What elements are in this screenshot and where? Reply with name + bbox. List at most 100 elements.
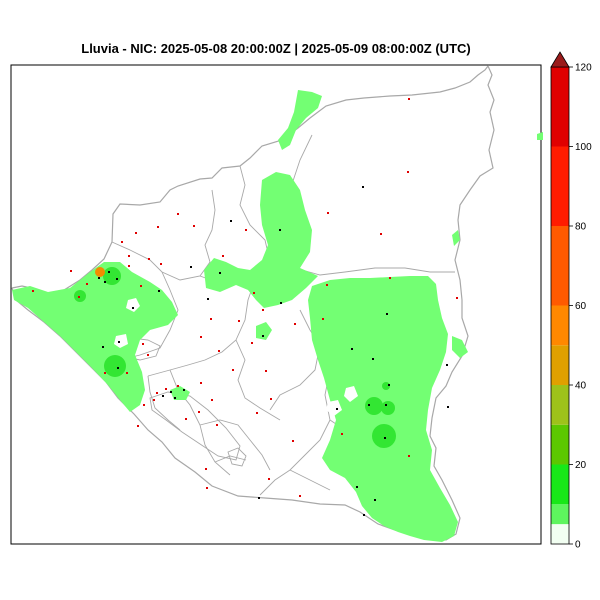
station-marker bbox=[177, 213, 179, 215]
station-marker bbox=[322, 318, 324, 320]
map-title: Lluvia - NIC: 2025-05-08 20:00:00Z | 202… bbox=[81, 41, 471, 56]
station-marker bbox=[86, 283, 88, 285]
colorbar-level-1 bbox=[551, 504, 569, 525]
station-marker bbox=[351, 348, 353, 350]
station-marker bbox=[148, 258, 150, 260]
colorbar-levels bbox=[551, 67, 569, 544]
station-marker bbox=[368, 404, 370, 406]
station-marker bbox=[380, 233, 382, 235]
station-marker bbox=[258, 497, 260, 499]
rain-medium-spot-2 bbox=[104, 355, 126, 377]
station-marker bbox=[190, 266, 192, 268]
colorbar-level-2 bbox=[551, 464, 569, 505]
station-marker bbox=[456, 297, 458, 299]
station-marker bbox=[262, 309, 264, 311]
station-marker bbox=[384, 437, 386, 439]
station-marker bbox=[408, 455, 410, 457]
station-marker bbox=[292, 440, 294, 442]
station-marker bbox=[170, 391, 172, 393]
colorbar-level-5 bbox=[551, 345, 569, 385]
station-marker bbox=[219, 272, 221, 274]
rain-area-north-coast bbox=[452, 230, 460, 246]
station-marker bbox=[356, 486, 358, 488]
station-marker bbox=[222, 255, 224, 257]
station-marker bbox=[218, 350, 220, 352]
rain-area-caribbean-coast bbox=[452, 336, 468, 358]
station-marker bbox=[270, 398, 272, 400]
island bbox=[227, 447, 247, 467]
rain-medium-areas bbox=[74, 267, 396, 448]
colorbar-tick-label: 60 bbox=[575, 301, 587, 312]
colorbar-tick-label: 20 bbox=[575, 460, 587, 471]
rain-gaps bbox=[114, 298, 358, 416]
station-marker bbox=[363, 514, 365, 516]
station-marker bbox=[279, 229, 281, 231]
station-marker bbox=[140, 285, 142, 287]
station-marker bbox=[108, 271, 110, 273]
station-marker bbox=[280, 302, 282, 304]
station-marker bbox=[104, 281, 106, 283]
station-marker bbox=[230, 220, 232, 222]
colorbar-level-4 bbox=[551, 385, 569, 425]
station-marker bbox=[147, 354, 149, 356]
station-marker bbox=[374, 499, 376, 501]
station-marker bbox=[153, 399, 155, 401]
station-marker bbox=[251, 342, 253, 344]
station-marker bbox=[210, 318, 212, 320]
colorbar-level-8 bbox=[551, 146, 569, 226]
station-marker bbox=[388, 384, 390, 386]
rain-area-central-north bbox=[204, 172, 318, 308]
colorbar-tick-label: 100 bbox=[575, 142, 592, 153]
station-marker bbox=[102, 346, 104, 348]
country-outline bbox=[11, 64, 495, 541]
rain-heavy-spot bbox=[95, 267, 105, 277]
station-marker bbox=[142, 343, 144, 345]
station-marker bbox=[200, 336, 202, 338]
station-marker bbox=[98, 277, 100, 279]
station-marker bbox=[157, 226, 159, 228]
station-marker bbox=[116, 278, 118, 280]
colorbar-tick-label: 40 bbox=[575, 381, 587, 392]
station-marker bbox=[78, 296, 80, 298]
station-marker bbox=[117, 367, 119, 369]
station-marker bbox=[407, 171, 409, 173]
rain-area-central-small bbox=[256, 322, 272, 340]
station-marker bbox=[137, 425, 139, 427]
station-marker bbox=[253, 292, 255, 294]
station-marker bbox=[446, 364, 448, 366]
station-marker bbox=[177, 385, 179, 387]
station-marker bbox=[165, 388, 167, 390]
station-marker bbox=[362, 186, 364, 188]
rain-medium-spot-1 bbox=[103, 267, 121, 285]
station-marker bbox=[126, 372, 128, 374]
station-marker bbox=[162, 395, 164, 397]
station-marker bbox=[32, 290, 34, 292]
colorbar-level-7 bbox=[551, 226, 569, 306]
rain-area-northeast-strip bbox=[278, 90, 322, 150]
station-marker bbox=[299, 495, 301, 497]
station-marker bbox=[245, 229, 247, 231]
station-marker bbox=[158, 290, 160, 292]
station-marker bbox=[386, 313, 388, 315]
station-marker bbox=[143, 404, 145, 406]
rain-medium-spot-4 bbox=[365, 397, 383, 415]
station-marker bbox=[256, 412, 258, 414]
station-marker bbox=[132, 307, 134, 309]
station-marker bbox=[174, 397, 176, 399]
station-marker bbox=[156, 392, 158, 394]
station-marker bbox=[385, 404, 387, 406]
station-marker bbox=[262, 335, 264, 337]
station-marker bbox=[118, 341, 120, 343]
colorbar-level-9 bbox=[551, 67, 569, 147]
rain-medium-spot-3 bbox=[372, 424, 396, 448]
colorbar-level-0 bbox=[551, 524, 569, 544]
station-marker bbox=[341, 433, 343, 435]
colorbar-level-6 bbox=[551, 305, 569, 346]
station-marker bbox=[211, 399, 213, 401]
colorbar-tick-label: 80 bbox=[575, 222, 587, 233]
station-marker bbox=[372, 358, 374, 360]
station-marker bbox=[336, 408, 338, 410]
rain-area-corn-islands bbox=[537, 132, 543, 140]
